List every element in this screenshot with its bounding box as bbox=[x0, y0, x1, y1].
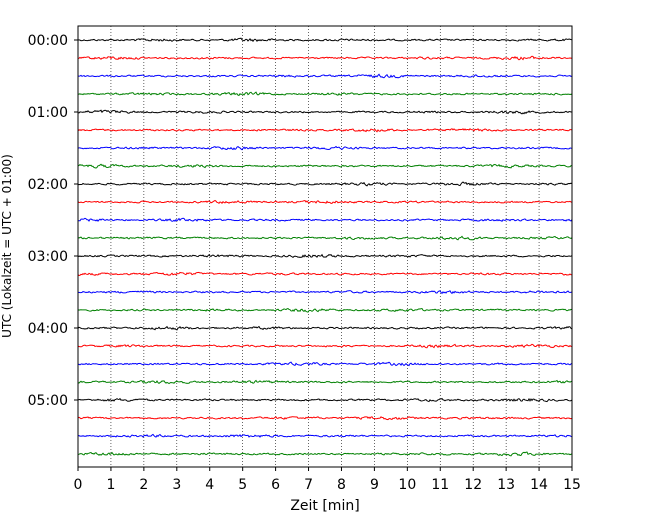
y-tick-label-3: 03:00 bbox=[28, 249, 68, 265]
trace-18 bbox=[77, 361, 573, 367]
x-tick-label-10: 10 bbox=[398, 477, 416, 493]
x-tick-label-7: 7 bbox=[304, 477, 313, 493]
x-tick-label-9: 9 bbox=[370, 477, 379, 493]
trace-17 bbox=[77, 343, 573, 349]
trace-2 bbox=[77, 73, 573, 79]
x-axis-ticks: 0 1 2 3 4 5 6 7 8 9 10 11 12 13 14 15 bbox=[74, 467, 581, 493]
trace-14 bbox=[77, 290, 573, 295]
trace-12 bbox=[77, 253, 573, 259]
trace-16 bbox=[77, 325, 573, 331]
trace-7 bbox=[77, 163, 573, 169]
x-tick-label-4: 4 bbox=[205, 477, 214, 493]
x-tick-label-12: 12 bbox=[464, 477, 482, 493]
y-tick-label-1: 01:00 bbox=[28, 105, 68, 121]
x-tick-label-1: 1 bbox=[106, 477, 115, 493]
x-tick-label-15: 15 bbox=[563, 477, 581, 493]
x-tick-label-3: 3 bbox=[172, 477, 181, 493]
plot-frame bbox=[77, 25, 573, 468]
seismic-traces bbox=[77, 37, 573, 457]
y-tick-label-5: 05:00 bbox=[28, 393, 68, 409]
y-axis-ticks: 00:00 01:00 02:00 03:00 04:00 05:00 bbox=[28, 33, 78, 409]
trace-5 bbox=[77, 128, 572, 133]
x-axis-label: Zeit [min] bbox=[290, 498, 359, 514]
trace-6 bbox=[77, 145, 573, 151]
trace-20 bbox=[77, 397, 573, 403]
y-tick-label-2: 02:00 bbox=[28, 177, 68, 193]
trace-11 bbox=[77, 235, 573, 241]
x-tick-label-6: 6 bbox=[271, 477, 280, 493]
y-tick-label-4: 04:00 bbox=[28, 321, 68, 337]
x-tick-label-2: 2 bbox=[139, 477, 148, 493]
trace-22 bbox=[77, 433, 573, 438]
trace-4 bbox=[77, 109, 573, 115]
trace-23 bbox=[77, 451, 573, 457]
trace-21 bbox=[77, 416, 573, 421]
x-tick-label-0: 0 bbox=[74, 477, 83, 493]
x-tick-label-5: 5 bbox=[238, 477, 247, 493]
trace-1 bbox=[77, 55, 573, 61]
trace-3 bbox=[77, 91, 573, 96]
y-tick-label-0: 00:00 bbox=[28, 33, 68, 49]
x-tick-label-13: 13 bbox=[497, 477, 515, 493]
y-axis-label: UTC (Lokalzeit = UTC + 01:00) bbox=[0, 154, 14, 338]
trace-8 bbox=[77, 181, 573, 187]
trace-0 bbox=[77, 37, 573, 43]
trace-19 bbox=[77, 379, 573, 385]
x-tick-label-8: 8 bbox=[337, 477, 346, 493]
x-tick-label-14: 14 bbox=[530, 477, 548, 493]
x-tick-label-11: 11 bbox=[431, 477, 449, 493]
trace-15 bbox=[77, 307, 573, 313]
trace-13 bbox=[77, 271, 573, 276]
trace-10 bbox=[77, 217, 573, 222]
trace-9 bbox=[77, 199, 573, 205]
